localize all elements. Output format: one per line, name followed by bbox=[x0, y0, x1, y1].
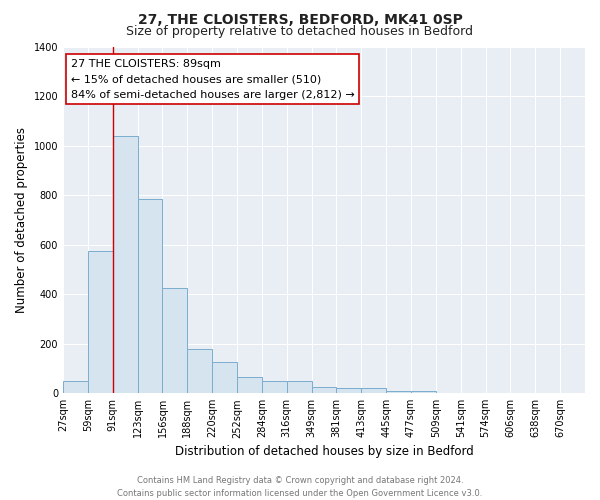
X-axis label: Distribution of detached houses by size in Bedford: Distribution of detached houses by size … bbox=[175, 444, 473, 458]
Bar bbox=[63, 381, 88, 393]
Bar bbox=[287, 381, 311, 393]
Text: 27, THE CLOISTERS, BEDFORD, MK41 0SP: 27, THE CLOISTERS, BEDFORD, MK41 0SP bbox=[137, 12, 463, 26]
Bar bbox=[237, 377, 262, 393]
Bar bbox=[212, 362, 237, 393]
Bar bbox=[411, 390, 436, 393]
Bar bbox=[311, 387, 337, 393]
Y-axis label: Number of detached properties: Number of detached properties bbox=[15, 127, 28, 313]
Bar bbox=[163, 288, 187, 393]
Bar bbox=[386, 390, 411, 393]
Bar bbox=[137, 199, 163, 393]
Bar bbox=[337, 388, 361, 393]
Bar bbox=[88, 251, 113, 393]
Bar bbox=[262, 381, 287, 393]
Text: Size of property relative to detached houses in Bedford: Size of property relative to detached ho… bbox=[127, 25, 473, 38]
Text: 27 THE CLOISTERS: 89sqm
← 15% of detached houses are smaller (510)
84% of semi-d: 27 THE CLOISTERS: 89sqm ← 15% of detache… bbox=[71, 58, 355, 100]
Bar bbox=[361, 388, 386, 393]
Bar bbox=[187, 348, 212, 393]
Bar bbox=[113, 136, 137, 393]
Text: Contains HM Land Registry data © Crown copyright and database right 2024.
Contai: Contains HM Land Registry data © Crown c… bbox=[118, 476, 482, 498]
